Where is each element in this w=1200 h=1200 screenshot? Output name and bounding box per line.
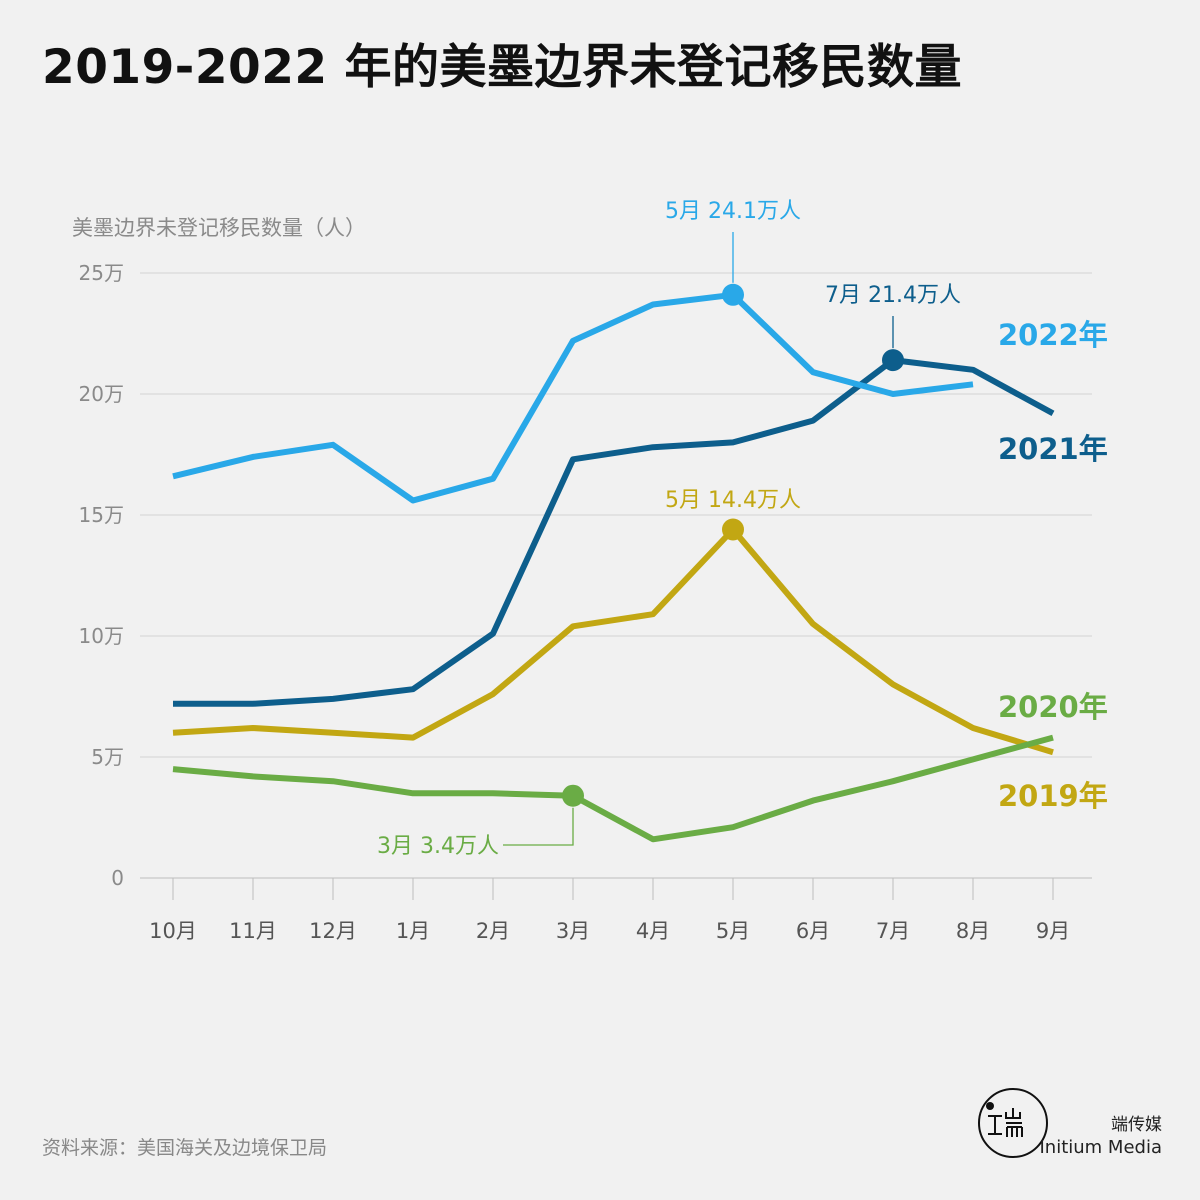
series-label: 2022年 — [998, 318, 1108, 352]
y-tick-label: 0 — [111, 866, 124, 890]
y-tick-label: 5万 — [91, 745, 124, 769]
chart-title: 2019-2022 年的美墨边界未登记移民数量 — [42, 40, 962, 95]
brand-name-cn: 端传媒 — [1111, 1115, 1162, 1135]
series-line-2021年 — [173, 357, 1055, 707]
x-tick-label: 5月 — [716, 919, 750, 943]
x-tick-label: 11月 — [229, 919, 277, 943]
x-tick-label: 3月 — [556, 919, 590, 943]
series-label: 2021年 — [998, 432, 1108, 466]
callout-line — [503, 807, 574, 846]
highlight-point — [722, 283, 744, 306]
series-lines — [172, 291, 1055, 843]
x-tick-label: 2月 — [476, 919, 510, 943]
series-line-2022年 — [172, 291, 974, 504]
x-tick-label: 7月 — [876, 919, 910, 943]
y-axis-label: 美墨边界未登记移民数量（人） — [72, 216, 366, 240]
y-tick-label: 10万 — [79, 624, 124, 648]
y-tick-label: 20万 — [79, 382, 124, 406]
x-tick-label: 4月 — [636, 919, 670, 943]
data-label: 3月 3.4万人 — [377, 834, 499, 859]
data-label: 5月 14.4万人 — [665, 488, 801, 513]
data-label: 7月 21.4万人 — [825, 283, 961, 308]
highlight-point — [722, 518, 744, 541]
x-tick-label: 9月 — [1036, 919, 1070, 943]
grid-lines — [140, 272, 1092, 879]
source-note: 资料来源：美国海关及边境保卫局 — [42, 1137, 328, 1159]
highlight-point — [882, 349, 904, 372]
y-tick-label: 25万 — [79, 261, 124, 285]
series-label: 2020年 — [998, 690, 1108, 724]
initium-logo — [976, 1086, 1050, 1160]
y-tick-label: 15万 — [79, 503, 124, 527]
data-label: 5月 24.1万人 — [665, 199, 801, 224]
x-tick-label: 6月 — [796, 919, 830, 943]
series-line-2019年 — [172, 526, 1054, 756]
x-tick-label: 12月 — [309, 919, 357, 943]
highlight-point — [562, 784, 584, 807]
x-tick-label: 10月 — [149, 919, 197, 943]
x-tick-label: 1月 — [396, 919, 430, 943]
x-tick-label: 8月 — [956, 919, 990, 943]
series-label: 2019年 — [998, 779, 1108, 813]
series-labels: 2019年 2020年 2021年 2022年 — [998, 318, 1108, 813]
series-line-2020年 — [172, 734, 1054, 843]
brand-name-en: Initium Media — [1039, 1137, 1162, 1158]
axes: 0 5万 10万 15万 20万 25万 美墨边界未登记移民数量（人） 10月 11月 12月 1月… — [72, 216, 1070, 943]
annotations: 5月 14.4万人 3月 3.4万人 7月 21.4万人 5月 24.1万人 — [377, 199, 961, 859]
